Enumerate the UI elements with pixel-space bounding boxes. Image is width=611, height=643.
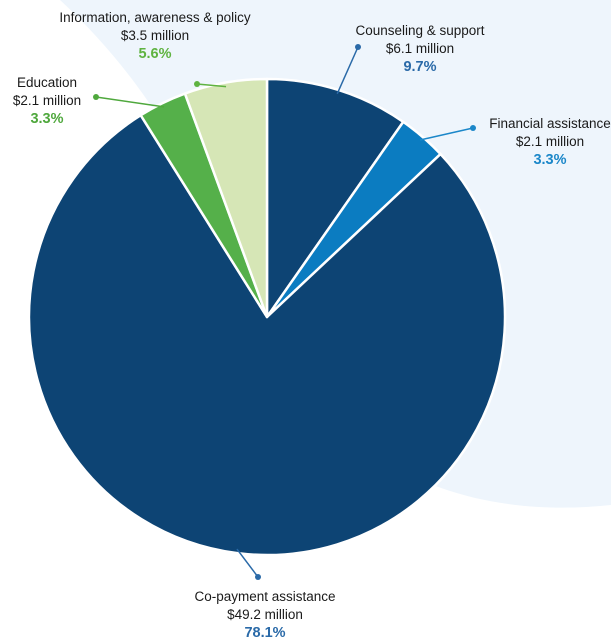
slice-percent: 78.1%: [244, 625, 286, 641]
slice-amount: $2.1 million: [12, 93, 82, 108]
leader-dot: [255, 574, 261, 580]
leader-dot: [194, 81, 200, 87]
slice-percent: 3.3%: [30, 111, 64, 127]
leader-line: [419, 127, 474, 141]
leader-dot: [355, 44, 361, 50]
slice-amount: $6.1 million: [385, 41, 455, 56]
slice-name: Co-payment assistance: [194, 589, 336, 604]
slice-name: Information, awareness & policy: [59, 10, 251, 25]
slice-percent: 5.6%: [138, 46, 172, 62]
pie-slice-co-payment-assistance: [27, 114, 507, 557]
slice-name: Financial assistance: [489, 116, 611, 131]
label-counseling-support: Counseling & support $6.1 million 9.7%: [330, 22, 510, 76]
leader-line: [95, 96, 165, 108]
leader-line: [196, 83, 227, 88]
label-co-payment-assistance: Co-payment assistance $49.2 million 78.1…: [150, 588, 380, 642]
slice-name: Counseling & support: [355, 23, 485, 38]
slice-amount: $2.1 million: [515, 134, 585, 149]
slice-percent: 9.7%: [403, 59, 437, 75]
leader-line: [236, 548, 259, 578]
slice-amount: $3.5 million: [120, 28, 190, 43]
label-financial-assistance: Financial assistance $2.1 million 3.3%: [470, 115, 611, 169]
slice-name: Education: [16, 75, 78, 90]
leader-dot: [470, 125, 476, 131]
label-information-awareness-policy: Information, awareness & policy $3.5 mil…: [20, 9, 290, 63]
slice-amount: $49.2 million: [227, 607, 303, 622]
label-education: Education $2.1 million 3.3%: [0, 74, 94, 128]
leader-dot: [93, 94, 99, 100]
slice-percent: 3.3%: [533, 152, 567, 168]
pie-slice-information-awareness-policy: [183, 77, 269, 319]
leader-line: [336, 46, 359, 95]
